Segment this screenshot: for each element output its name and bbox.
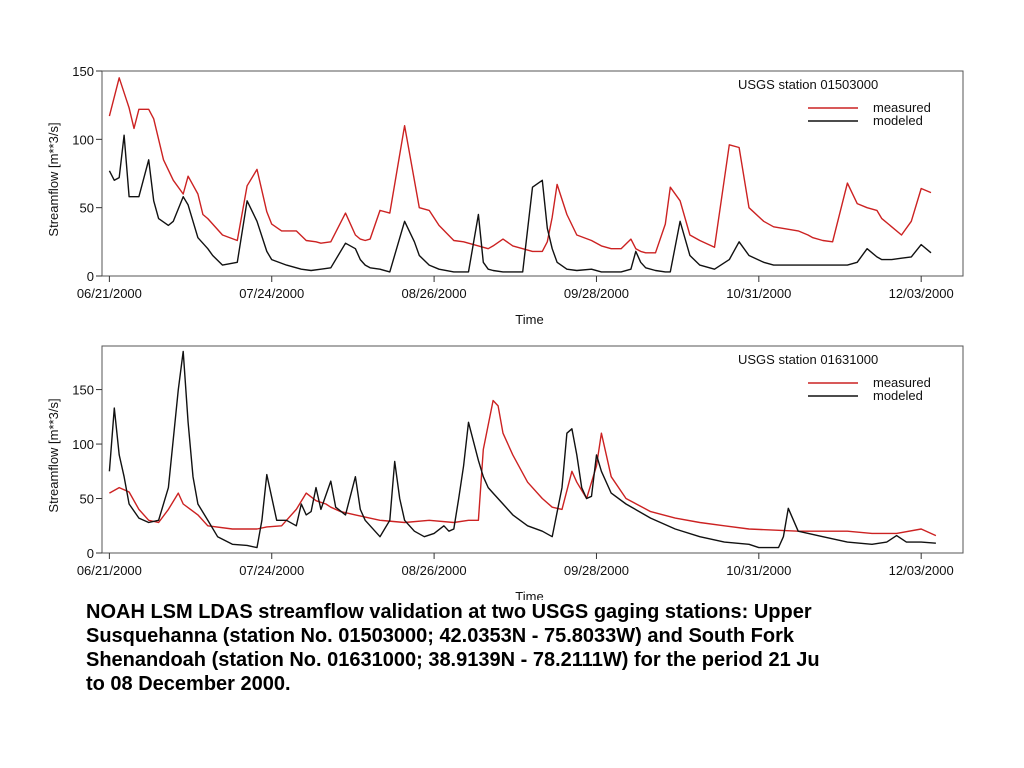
station-label: USGS station 01631000 (738, 352, 878, 367)
chart-panel-2: 0 50 100 150 06/21/2000 07/24/2000 08/26/2000 0… (46, 345, 964, 600)
x-tick-label: 12/03/2000 (889, 286, 954, 301)
x-tick-label: 10/31/2000 (726, 286, 791, 301)
x-tick-label: 09/28/2000 (564, 563, 629, 578)
series-line-modeled (108, 134, 932, 273)
x-tick-label: 07/24/2000 (239, 563, 304, 578)
plot-frame (101, 345, 964, 554)
x-tick-label: 10/31/2000 (726, 563, 791, 578)
y-axis-label: Streamflow [m**3/s] (46, 122, 61, 236)
plot-frame (101, 70, 964, 277)
caption-line: Shenandoah (station No. 01631000; 38.913… (86, 649, 820, 671)
series-line-measured (108, 77, 932, 254)
x-tick-label: 07/24/2000 (239, 286, 304, 301)
streamflow-figure: 0 50 100 150 06/21/2000 07/24/2000 08/26/2000 0… (46, 64, 964, 600)
x-tick-label: 06/21/2000 (77, 286, 142, 301)
legend-label-measured: measured (873, 100, 931, 115)
x-tick-label: 08/26/2000 (402, 563, 467, 578)
x-axis-label: Time (515, 589, 543, 600)
figure-caption: NOAH LSM LDAS streamflow validation at t… (86, 600, 1024, 750)
y-tick-label: 50 (80, 201, 94, 216)
y-tick-label: 0 (87, 269, 94, 284)
series-line-measured (109, 399, 937, 537)
y-tick-label: 100 (72, 437, 94, 452)
x-tick-label: 12/03/2000 (889, 563, 954, 578)
legend-label-modeled: modeled (873, 113, 923, 128)
y-tick-label: 100 (72, 132, 94, 147)
x-tick-label: 08/26/2000 (402, 286, 467, 301)
x-tick-label: 06/21/2000 (77, 563, 142, 578)
station-label: USGS station 01503000 (738, 77, 878, 92)
x-tick-label: 09/28/2000 (564, 286, 629, 301)
caption-line: Susquehanna (station No. 01503000; 42.03… (86, 625, 794, 647)
x-axis-label: Time (515, 312, 543, 327)
y-axis-label: Streamflow [m**3/s] (46, 398, 61, 512)
chart-panel-1: 0 50 100 150 06/21/2000 07/24/2000 08/26/2000 0… (46, 64, 964, 327)
series-line-modeled (108, 350, 936, 549)
y-tick-label: 50 (80, 492, 94, 507)
caption-line: NOAH LSM LDAS streamflow validation at t… (86, 601, 812, 623)
legend-label-modeled: modeled (873, 388, 923, 403)
y-tick-label: 150 (72, 383, 94, 398)
y-tick-label: 150 (72, 64, 94, 79)
y-tick-label: 0 (87, 546, 94, 561)
caption-line: to 08 December 2000. (86, 673, 291, 695)
legend-label-measured: measured (873, 375, 931, 390)
